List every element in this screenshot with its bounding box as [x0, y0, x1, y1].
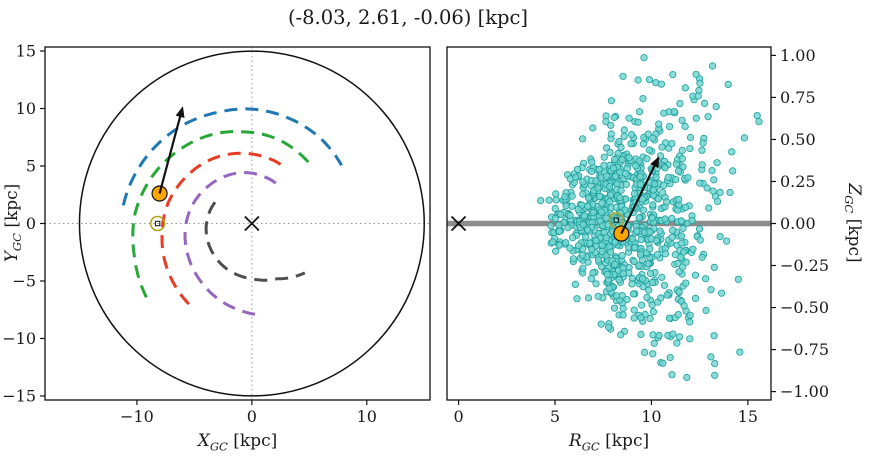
tick-label: 10	[357, 407, 377, 426]
tick-label: 5	[550, 407, 560, 426]
tick-label: −5	[12, 271, 36, 290]
axis-label-unit: [kpc]	[227, 431, 278, 451]
figure-title: (-8.03, 2.61, -0.06) [kpc]	[287, 6, 529, 29]
spiral-arm-outer-blue	[121, 107, 343, 206]
tick-label: −10	[2, 329, 36, 348]
spiral-arm-perseus-green	[131, 129, 313, 299]
spiral-arm-sagittarius-purple	[183, 171, 280, 316]
velocity-arrow	[158, 106, 185, 194]
axis-label-sub: GC	[841, 195, 856, 214]
tick-label: 0.00	[780, 214, 816, 233]
tick-label: −0.50	[780, 298, 829, 317]
right-ticks: 0 5 10 15 1.00 0.75 0.50 0.25 0.00 −0.25 −0.50 −0.7…	[453, 46, 829, 426]
axis-label-sub: GC	[209, 439, 228, 454]
tick-label: 0	[453, 407, 463, 426]
tick-label: 0.75	[780, 88, 816, 107]
axis-label-var: R	[568, 431, 582, 451]
axis-label-sub: GC	[10, 233, 25, 252]
tick-label: −10	[120, 407, 154, 426]
right-yaxis-label: ZGC [kpc]	[842, 183, 864, 262]
sun-marker	[149, 215, 166, 232]
spiral-arm-scutum-gray	[204, 201, 306, 282]
tick-label: 15	[16, 42, 36, 61]
axis-label-unit: [kpc]	[844, 213, 865, 263]
galactic-center-marker	[244, 215, 260, 232]
tick-label: −1.00	[780, 382, 829, 401]
tick-label: 0.25	[780, 172, 816, 191]
sun-marker	[608, 212, 625, 228]
left-ticks: −10 0 10 −15 −10 −5 0 5 10 15	[2, 42, 377, 426]
right-xaxis-label: RGC [kpc]	[447, 431, 771, 453]
tick-label: 10	[641, 407, 661, 426]
tick-label: −0.25	[780, 256, 829, 275]
axis-label-unit: [kpc]	[599, 431, 650, 451]
left-yaxis-label: YGC [kpc]	[2, 184, 24, 263]
axis-label-var: Y	[1, 251, 22, 263]
tick-label: 10	[16, 99, 36, 118]
tick-label: −0.75	[780, 340, 829, 359]
galaxy-boundary-circle	[78, 50, 426, 397]
axis-label-unit: [kpc]	[1, 183, 22, 234]
axis-label-var: Z	[844, 183, 865, 196]
galactic-center-marker	[450, 215, 467, 232]
left-markers	[149, 106, 260, 232]
tick-label: 0	[247, 407, 257, 426]
velocity-arrow	[620, 156, 660, 235]
axis-label-var: X	[197, 431, 210, 451]
left-xaxis-label: XGC [kpc]	[45, 431, 430, 453]
axis-label-sub: GC	[581, 439, 600, 454]
tick-label: 5	[26, 157, 36, 176]
tick-label: 15	[738, 407, 758, 426]
right-markers	[450, 156, 660, 242]
tick-label: 0.50	[780, 130, 816, 149]
tick-label: 1.00	[780, 46, 816, 65]
spiral-arm-local-red	[160, 151, 284, 306]
tick-label: −15	[2, 386, 36, 405]
tick-label: 0	[26, 214, 36, 233]
scatter-points	[536, 54, 763, 382]
